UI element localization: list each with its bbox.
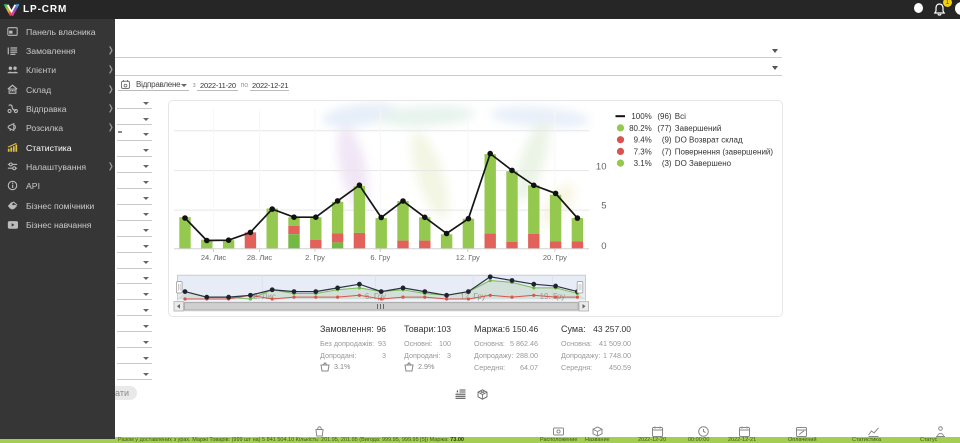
svg-text:12. Гру: 12. Гру <box>460 292 486 301</box>
svg-text:6. Гру: 6. Гру <box>370 253 390 262</box>
svg-text:28. Лис: 28. Лис <box>247 253 273 262</box>
svg-text:3.1%: 3.1% <box>634 159 652 168</box>
svg-text:Завершений: Завершений <box>675 124 722 133</box>
svg-text:Повернення (завершений): Повернення (завершений) <box>675 147 774 156</box>
svg-text:DO Возврат склад: DO Возврат склад <box>675 136 743 145</box>
svg-text:(77): (77) <box>657 124 672 133</box>
svg-text:100%: 100% <box>631 112 651 121</box>
svg-text:Всі: Всі <box>675 112 686 121</box>
svg-text:2. Гру: 2. Гру <box>305 253 325 262</box>
svg-text:(96): (96) <box>657 112 672 121</box>
svg-text:(7): (7) <box>662 147 672 156</box>
svg-text:28. Лис: 28. Лис <box>249 292 276 301</box>
svg-text:5: 5 <box>601 201 606 212</box>
svg-text:6. Гру: 6. Гру <box>365 292 386 301</box>
svg-text:80.2%: 80.2% <box>629 124 652 133</box>
svg-text:24. Лис: 24. Лис <box>201 253 227 262</box>
svg-text:10: 10 <box>596 162 607 173</box>
svg-text:DO Завершено: DO Завершено <box>675 159 732 168</box>
svg-text:20. Гру: 20. Гру <box>543 253 567 262</box>
svg-text:12. Гру: 12. Гру <box>456 253 480 262</box>
svg-text:9.4%: 9.4% <box>634 136 652 145</box>
svg-text:(3): (3) <box>662 159 672 168</box>
svg-text:7.3%: 7.3% <box>634 147 652 156</box>
svg-text:(9): (9) <box>662 136 672 145</box>
svg-text:0: 0 <box>601 241 606 252</box>
